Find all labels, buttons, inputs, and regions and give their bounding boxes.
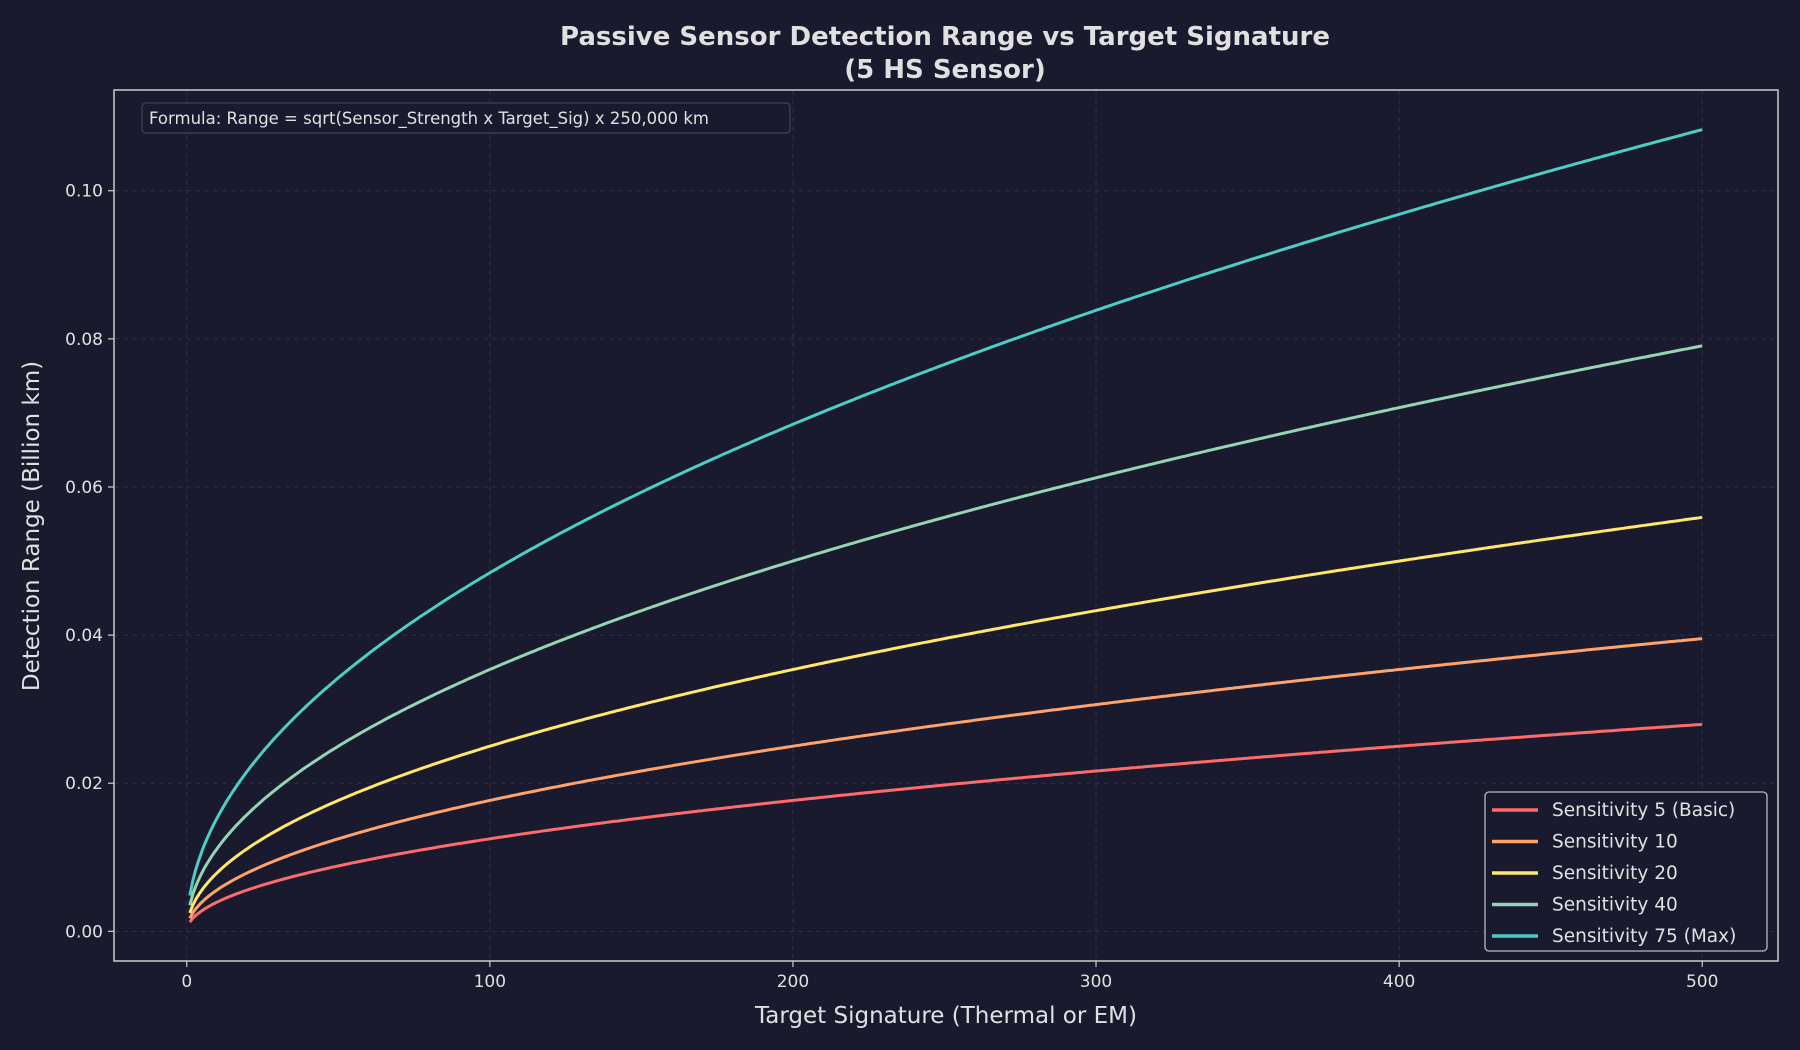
series-line-3 bbox=[188, 344, 1703, 906]
x-tick-label: 200 bbox=[777, 972, 809, 992]
y-tick-label: 0.00 bbox=[65, 922, 103, 942]
chart-title: Passive Sensor Detection Range vs Target… bbox=[560, 22, 1330, 52]
y-tick-label: 0.06 bbox=[65, 478, 103, 498]
series-lines bbox=[188, 128, 1703, 924]
x-tick-label: 400 bbox=[1383, 972, 1415, 992]
formula-box bbox=[141, 102, 791, 134]
legend-label-4: Sensitivity 75 (Max) bbox=[1552, 926, 1736, 947]
legend-label-1: Sensitivity 10 bbox=[1552, 832, 1678, 853]
chart-subtitle: (5 HS Sensor) bbox=[844, 55, 1045, 85]
legend-label-3: Sensitivity 40 bbox=[1552, 895, 1678, 916]
y-tick-label: 0.10 bbox=[65, 182, 103, 202]
ticks: 0 100 200 300 400 500 0.00 0.02 0.04 0.06 0.08 0.10 bbox=[65, 182, 1718, 992]
series-line-2 bbox=[188, 515, 1703, 914]
series-line-0 bbox=[188, 722, 1703, 924]
y-tick-label: 0.08 bbox=[65, 330, 103, 350]
x-axis-label: Target Signature (Thermal or EM) bbox=[754, 1003, 1137, 1029]
x-tick-label: 0 bbox=[181, 972, 192, 992]
x-tick-label: 500 bbox=[1686, 972, 1718, 992]
legend-label-2: Sensitivity 20 bbox=[1552, 863, 1678, 884]
formula-annotation: Formula: Range = sqrt(Sensor_Strength x … bbox=[141, 102, 791, 134]
legend-label-0: Sensitivity 5 (Basic) bbox=[1552, 800, 1735, 821]
legend-box bbox=[1484, 791, 1768, 952]
x-tick-label: 100 bbox=[474, 972, 506, 992]
y-axis-label: Detection Range (Billion km) bbox=[19, 361, 45, 691]
formula-text: Formula: Range = sqrt(Sensor_Strength x … bbox=[149, 109, 709, 129]
axes-frame bbox=[113, 89, 1779, 962]
x-tick-label: 300 bbox=[1080, 972, 1112, 992]
y-tick-label: 0.04 bbox=[65, 626, 103, 646]
series-line-1 bbox=[188, 637, 1703, 920]
series-line-4 bbox=[188, 128, 1703, 896]
legend: Sensitivity 5 (Basic) Sensitivity 10 Sensi… bbox=[1484, 791, 1768, 952]
y-tick-label: 0.02 bbox=[65, 774, 103, 794]
